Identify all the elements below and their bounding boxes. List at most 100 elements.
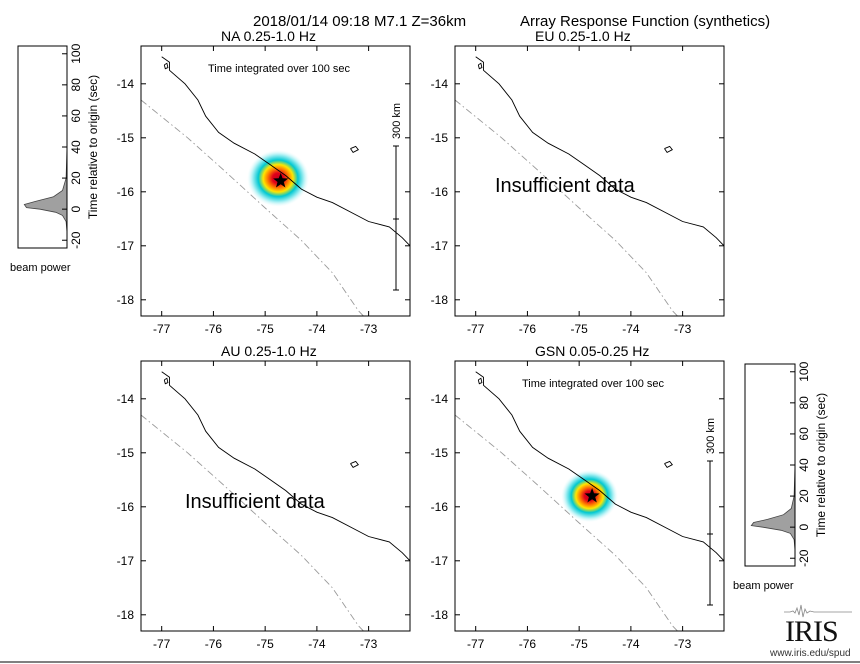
x-tick-label: -76 [205, 322, 223, 336]
island-outline [163, 377, 169, 385]
y-tick-label: -16 [117, 500, 135, 514]
iris-url[interactable]: www.iris.edu/spud [770, 648, 851, 659]
trench-line [141, 414, 365, 631]
map-frame [454, 360, 725, 632]
y-tick-label: -17 [117, 554, 135, 568]
map-content [141, 371, 410, 631]
beam-power-tick-label: 0 [797, 523, 811, 530]
seismogram-icon [784, 604, 852, 618]
x-tick-label: -74 [308, 322, 326, 336]
x-tick-label: -76 [519, 637, 537, 651]
y-tick-label: -16 [431, 185, 449, 199]
beam-power-tick-label: 100 [69, 43, 83, 63]
y-tick-label: -15 [117, 446, 135, 460]
beam-power-label: beam power [10, 262, 71, 274]
y-tick-label: -17 [117, 239, 135, 253]
y-tick-label: -14 [117, 392, 135, 406]
beam-power-area [750, 364, 796, 566]
coastline [475, 371, 724, 562]
beam-power-axis-label: Time relative to origin (sec) [86, 75, 100, 219]
x-tick-label: -74 [622, 637, 640, 651]
beam-power-tick-label: 100 [797, 361, 811, 381]
epicenter-star [273, 173, 289, 188]
lake-outline [664, 145, 673, 153]
map-frame [140, 45, 411, 317]
island-outline [477, 62, 483, 70]
iris-wordmark: IRIS [785, 615, 839, 648]
insufficient-data-label: Insufficient data [495, 175, 636, 197]
y-tick-label: -14 [431, 392, 449, 406]
beam-power-tick-label: 40 [797, 458, 811, 472]
scale-bar-label: 300 km [391, 103, 403, 139]
integration-note: Time integrated over 100 sec [208, 63, 351, 75]
map-panel-bottom-left: -77 -76 -75 -74 -73 -14 -15 -16 -17 -18 AU 0.25-1.… [117, 343, 411, 651]
trench-line [455, 414, 679, 631]
beam-power-tick-label: 80 [69, 78, 83, 92]
trench-line [141, 99, 365, 316]
beam-power-tick-label: 20 [69, 171, 83, 185]
scale-bar-label: 300 km [705, 418, 717, 454]
lake-outline [350, 460, 359, 468]
map-panels: -77 -76 -75 -74 -73 -14 -15 -16 -17 -18 NA 0.25-1.… [117, 28, 725, 651]
y-tick-label: -18 [117, 293, 135, 307]
beam-power-tick-label: 40 [69, 140, 83, 154]
y-tick-label: -15 [431, 446, 449, 460]
x-tick-label: -74 [308, 637, 326, 651]
beam-power-tick-label: -20 [69, 231, 83, 249]
map-content [455, 371, 724, 631]
x-tick-label: -73 [360, 322, 378, 336]
map-frame [454, 45, 725, 317]
iris-logo [766, 600, 860, 660]
panel-label: GSN 0.05-0.25 Hz [535, 343, 649, 359]
x-tick-label: -76 [519, 322, 537, 336]
trench-line [455, 99, 679, 316]
y-tick-label: -15 [431, 131, 449, 145]
panel-label: EU 0.25-1.0 Hz [535, 28, 631, 44]
map-content [455, 56, 724, 316]
y-tick-label: -16 [117, 185, 135, 199]
integration-note: Time integrated over 100 sec [522, 378, 665, 390]
x-tick-label: -73 [360, 637, 378, 651]
y-tick-label: -14 [117, 77, 135, 91]
x-tick-label: -77 [153, 637, 171, 651]
x-tick-label: -75 [256, 637, 274, 651]
y-tick-label: -18 [431, 608, 449, 622]
x-tick-label: -77 [153, 322, 171, 336]
coastline [161, 371, 410, 562]
lake-outline [664, 460, 673, 468]
y-tick-label: -17 [431, 239, 449, 253]
map-panel-top-left: -77 -76 -75 -74 -73 -14 -15 -16 -17 -18 NA 0.25-1.… [117, 28, 411, 336]
x-tick-label: -74 [622, 322, 640, 336]
insufficient-data-label: Insufficient data [185, 491, 326, 513]
y-tick-label: -16 [431, 500, 449, 514]
lake-outline [350, 145, 359, 153]
beam-power-axis-label: Time relative to origin (sec) [814, 393, 828, 537]
beam-power-tick-label: 0 [69, 205, 83, 212]
x-tick-label: -77 [467, 322, 485, 336]
x-tick-label: -77 [467, 637, 485, 651]
beam-power-label: beam power [733, 580, 794, 592]
map-panel-bottom-right: -77 -76 -75 -74 -73 -14 -15 -16 -17 -18 GSN 0.05-0… [431, 343, 725, 651]
x-tick-label: -75 [570, 637, 588, 651]
beam-power-tick-label: 60 [69, 109, 83, 123]
beam-peak [247, 149, 310, 207]
epicenter-star [584, 488, 600, 503]
panel-label: AU 0.25-1.0 Hz [221, 343, 317, 359]
y-tick-label: -14 [431, 77, 449, 91]
island-outline [163, 62, 169, 70]
coastline [161, 56, 410, 247]
coastline [475, 56, 724, 247]
map-panel-top-right: -77 -76 -75 -74 -73 -14 -15 -16 -17 -18 EU 0.25-1.… [431, 28, 725, 336]
map-frame [140, 360, 411, 632]
figure-title: Array Response Function (synthetics) [520, 13, 770, 30]
beam-power-tick-label: -20 [797, 549, 811, 567]
beam-power-tick-label: 20 [797, 489, 811, 503]
x-tick-label: -75 [256, 322, 274, 336]
x-tick-label: -73 [674, 637, 692, 651]
beam-power-tick-label: 80 [797, 396, 811, 410]
map-content [141, 56, 410, 316]
beam-power-tick-label: 60 [797, 427, 811, 441]
